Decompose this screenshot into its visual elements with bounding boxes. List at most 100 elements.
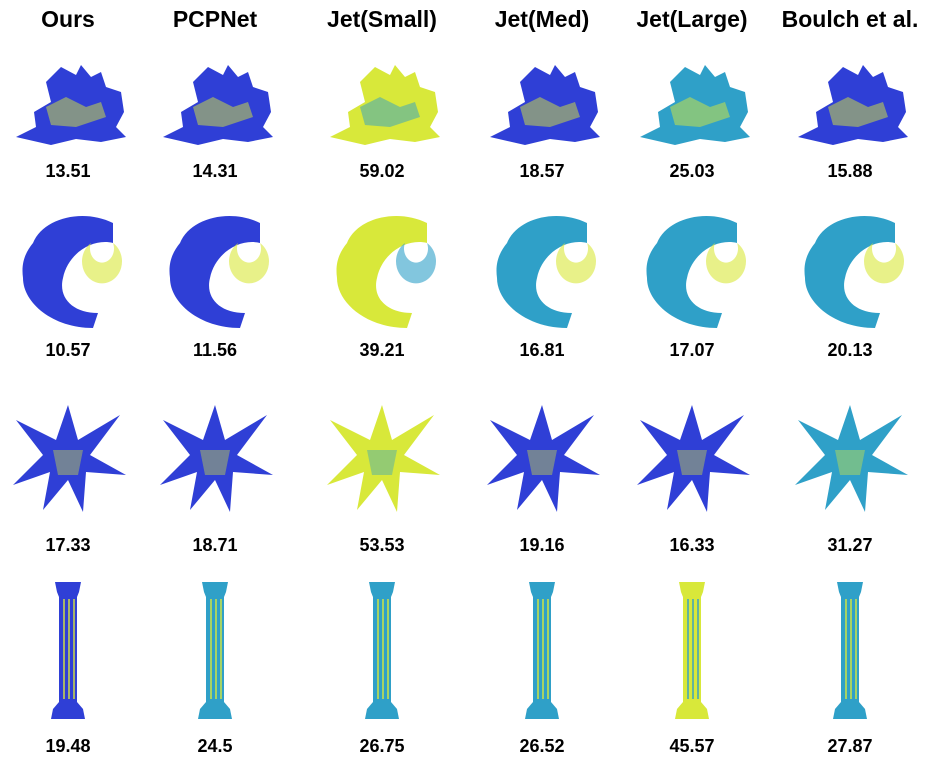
error-value: 18.71 [192, 535, 238, 555]
star-body [487, 405, 600, 512]
star-render-jet_small [322, 400, 442, 520]
column-header-jet_med: Jet(Med) [494, 6, 590, 32]
star-render-jet_large [632, 400, 752, 520]
error-value: 25.03 [669, 161, 715, 181]
dragon-render-jet_med [480, 57, 605, 147]
dragon-detail [192, 97, 253, 127]
dragon-error-map [639, 65, 750, 145]
tube-detail [864, 242, 904, 283]
tube-detail [556, 242, 596, 283]
column-header-ours: Ours [41, 6, 95, 32]
tube-render-boulch [795, 203, 905, 328]
error-value: 16.33 [669, 535, 715, 555]
tube-render-jet_med [487, 203, 597, 328]
error-value: 20.13 [827, 340, 873, 360]
dragon-error-map [329, 65, 440, 145]
column-header-jet_small: Jet(Small) [327, 6, 437, 32]
dragon-detail [827, 97, 888, 127]
column-detail [845, 599, 857, 699]
tube-error-map [646, 215, 746, 328]
star-render-pcpnet [155, 400, 275, 520]
star-detail [200, 450, 230, 475]
error-value: 17.33 [45, 535, 91, 555]
dragon-render-boulch [788, 57, 913, 147]
star-body [327, 405, 440, 512]
column-render-boulch [825, 577, 875, 722]
star-error-map [487, 405, 600, 512]
star-error-map [637, 405, 750, 512]
star-body [795, 405, 908, 512]
error-value: 11.56 [192, 340, 238, 360]
tube-render-jet_large [637, 203, 747, 328]
column-error-map [525, 582, 559, 719]
column-detail [537, 599, 549, 699]
star-error-map [327, 405, 440, 512]
star-render-ours [8, 400, 128, 520]
column-header-pcpnet: PCPNet [172, 6, 258, 32]
error-value: 13.51 [45, 161, 91, 181]
error-value: 31.27 [827, 535, 873, 555]
dragon-render-jet_small [320, 57, 445, 147]
column-detail [63, 599, 75, 699]
star-detail [835, 450, 865, 475]
tube-render-pcpnet [160, 203, 270, 328]
error-value: 26.52 [519, 736, 565, 756]
dragon-detail [45, 97, 106, 127]
column-error-map [198, 582, 232, 719]
column-render-ours [43, 577, 93, 722]
dragon-detail [359, 97, 420, 127]
star-detail [367, 450, 397, 475]
error-value: 14.31 [192, 161, 238, 181]
tube-error-map [22, 215, 122, 328]
error-value: 19.48 [45, 736, 91, 756]
column-render-jet_small [357, 577, 407, 722]
error-value: 27.87 [827, 736, 873, 756]
dragon-error-map [797, 65, 908, 145]
dragon-render-pcpnet [153, 57, 278, 147]
error-value: 45.57 [669, 736, 715, 756]
column-detail [687, 599, 699, 699]
error-value: 39.21 [359, 340, 405, 360]
star-error-map [160, 405, 273, 512]
error-value: 24.5 [197, 736, 233, 756]
column-header-boulch: Boulch et al. [781, 6, 919, 32]
dragon-render-ours [6, 57, 131, 147]
column-error-map [51, 582, 85, 719]
column-detail [377, 599, 389, 699]
column-render-pcpnet [190, 577, 240, 722]
tube-error-map [496, 215, 596, 328]
error-value: 17.07 [669, 340, 715, 360]
star-render-boulch [790, 400, 910, 520]
star-body [160, 405, 273, 512]
column-detail [210, 599, 222, 699]
column-error-map [675, 582, 709, 719]
star-detail [677, 450, 707, 475]
star-detail [53, 450, 83, 475]
error-value: 26.75 [359, 736, 405, 756]
dragon-detail [669, 97, 730, 127]
tube-detail [396, 242, 436, 283]
error-value: 16.81 [519, 340, 565, 360]
tube-detail [706, 242, 746, 283]
star-render-jet_med [482, 400, 602, 520]
dragon-render-jet_large [630, 57, 755, 147]
tube-render-jet_small [327, 203, 437, 328]
dragon-error-map [162, 65, 273, 145]
error-value: 19.16 [519, 535, 565, 555]
error-value: 18.57 [519, 161, 565, 181]
tube-detail [229, 242, 269, 283]
tube-error-map [336, 215, 436, 328]
error-value: 53.53 [359, 535, 405, 555]
tube-error-map [804, 215, 904, 328]
error-value: 15.88 [827, 161, 873, 181]
dragon-detail [519, 97, 580, 127]
dragon-error-map [15, 65, 126, 145]
column-render-jet_large [667, 577, 717, 722]
dragon-error-map [489, 65, 600, 145]
column-error-map [365, 582, 399, 719]
star-body [13, 405, 126, 512]
error-value: 59.02 [359, 161, 405, 181]
error-value: 10.57 [45, 340, 91, 360]
column-error-map [833, 582, 867, 719]
tube-render-ours [13, 203, 123, 328]
